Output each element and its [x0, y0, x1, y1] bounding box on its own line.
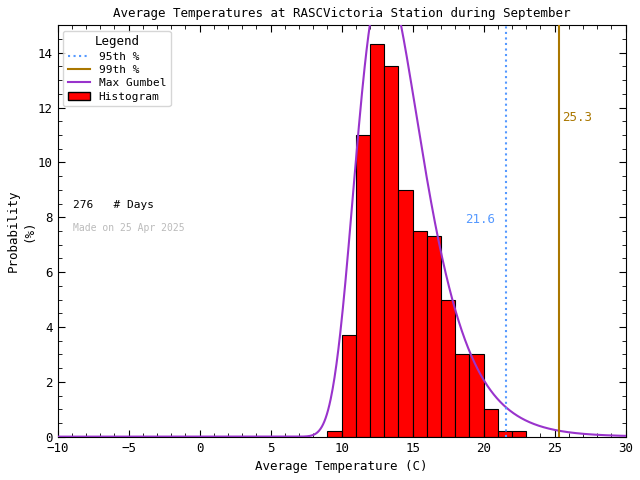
- Legend: 95th %, 99th %, Max Gumbel, Histogram: 95th %, 99th %, Max Gumbel, Histogram: [63, 31, 171, 106]
- Bar: [398, 190, 413, 437]
- Text: 21.6: 21.6: [465, 213, 495, 226]
- Bar: [342, 335, 356, 437]
- Bar: [498, 431, 512, 437]
- Title: Average Temperatures at RASCVictoria Station during September: Average Temperatures at RASCVictoria Sta…: [113, 7, 570, 20]
- Text: 276   # Days: 276 # Days: [74, 200, 154, 210]
- Bar: [427, 237, 441, 437]
- Bar: [356, 135, 370, 437]
- Bar: [512, 431, 526, 437]
- Bar: [384, 66, 398, 437]
- Bar: [469, 354, 484, 437]
- Bar: [328, 431, 342, 437]
- Bar: [484, 409, 498, 437]
- Bar: [370, 45, 384, 437]
- X-axis label: Average Temperature (C): Average Temperature (C): [255, 460, 428, 473]
- Bar: [413, 231, 427, 437]
- Bar: [441, 300, 455, 437]
- Text: Made on 25 Apr 2025: Made on 25 Apr 2025: [74, 223, 185, 233]
- Bar: [455, 354, 469, 437]
- Y-axis label: Probability
(%): Probability (%): [7, 190, 35, 272]
- Text: 25.3: 25.3: [562, 111, 591, 124]
